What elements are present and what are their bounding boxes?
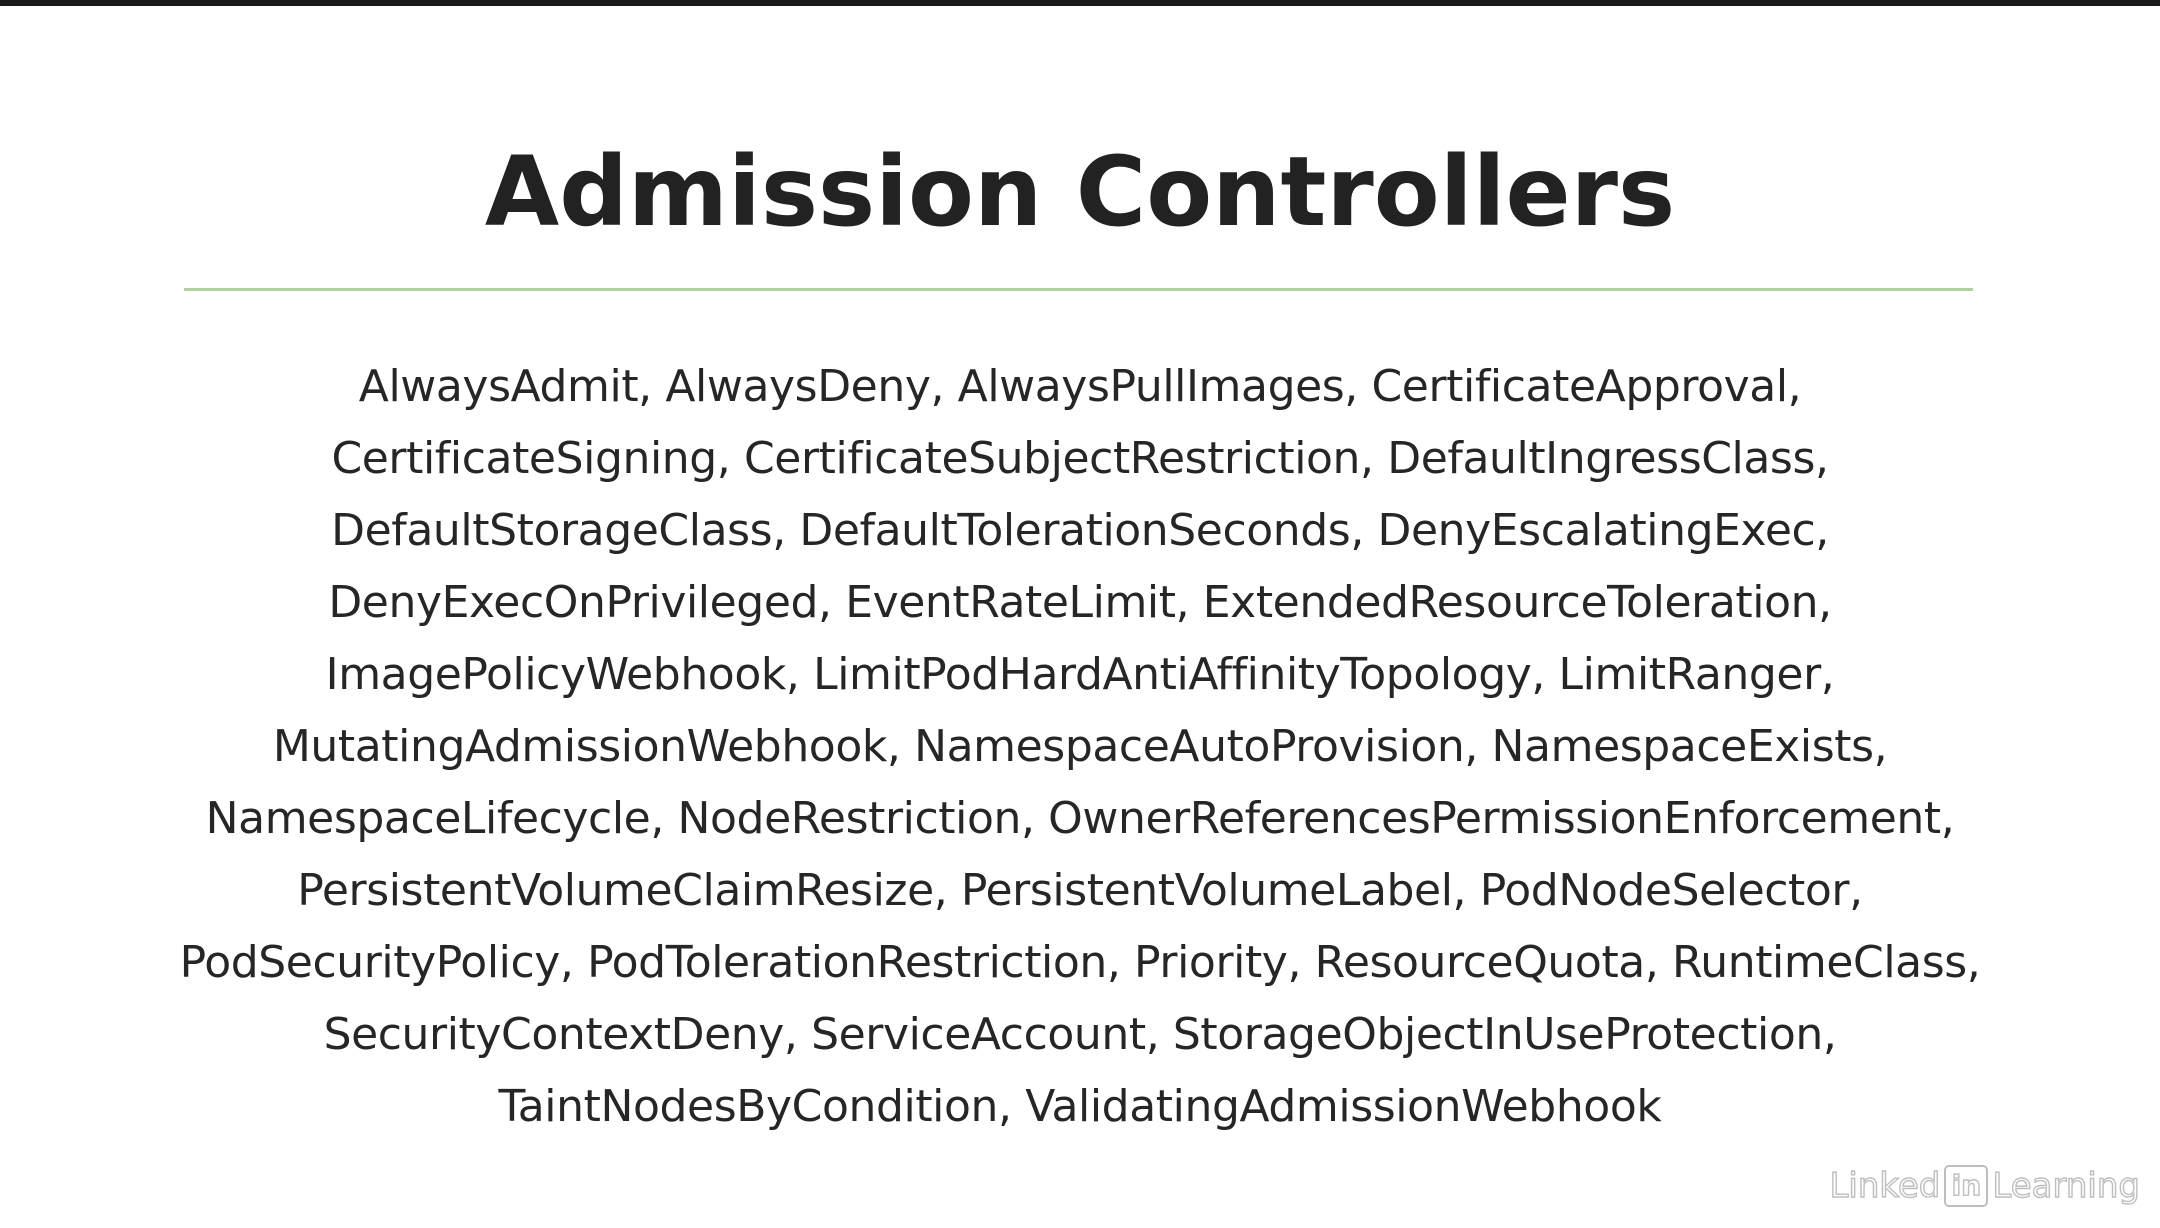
linkedin-in-icon: in [1944, 1165, 1989, 1207]
controller-list-line: DefaultStorageClass, DefaultTolerationSe… [331, 505, 1829, 556]
controller-list: AlwaysAdmit, AlwaysDeny, AlwaysPullImage… [140, 351, 2020, 1143]
watermark-prefix: Linked [1829, 1165, 1941, 1206]
controller-list-line: ImagePolicyWebhook, LimitPodHardAntiAffi… [325, 649, 1835, 700]
controller-list-line: TaintNodesByCondition, ValidatingAdmissi… [498, 1081, 1662, 1132]
controller-list-line: NamespaceLifecycle, NodeRestriction, Own… [205, 793, 1955, 844]
controller-list-line: PersistentVolumeClaimResize, PersistentV… [297, 865, 1863, 916]
controller-list-line: PodSecurityPolicy, PodTolerationRestrict… [179, 937, 1981, 988]
controller-list-line: CertificateSigning, CertificateSubjectRe… [331, 433, 1829, 484]
slide-title: Admission Controllers [484, 136, 1676, 248]
controller-list-line: DenyExecOnPrivileged, EventRateLimit, Ex… [328, 577, 1832, 628]
watermark-suffix: Learning [1992, 1165, 2141, 1206]
top-border-bar [0, 0, 2160, 6]
linkedin-learning-watermark: Linked in Learning [1829, 1164, 2141, 1208]
title-divider [184, 288, 1973, 291]
controller-list-line: AlwaysAdmit, AlwaysDeny, AlwaysPullImage… [358, 361, 1802, 412]
controller-list-line: MutatingAdmissionWebhook, NamespaceAutoP… [272, 721, 1888, 772]
slide: Admission Controllers AlwaysAdmit, Alway… [0, 6, 2160, 1228]
controller-list-line: SecurityContextDeny, ServiceAccount, Sto… [323, 1009, 1837, 1060]
